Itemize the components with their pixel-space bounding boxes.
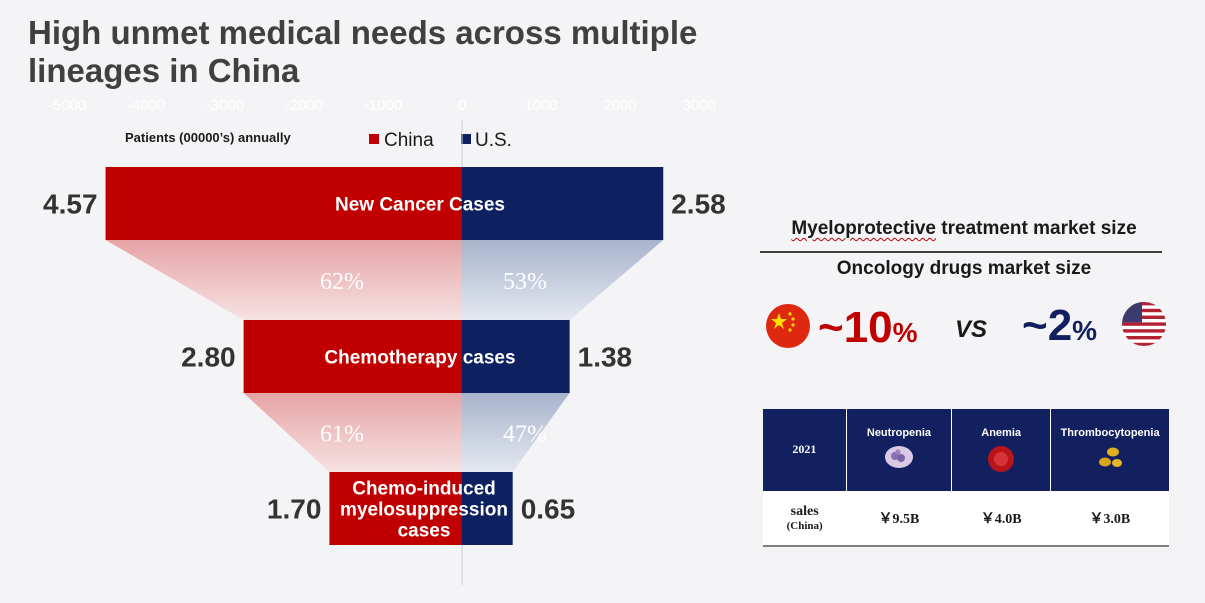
axis-label: Patients (00000’s) annually — [125, 130, 291, 145]
china-market-pct: ~10% — [818, 306, 918, 355]
page-title: High unmet medical needs across multiple… — [28, 14, 698, 89]
us-market-pct: ~2% — [1022, 304, 1097, 353]
header-thrombocytopenia: Thrombocytopenia — [1050, 409, 1169, 491]
sales-thrombocytopenia: ￥3.0B — [1050, 491, 1169, 547]
us-flag-icon — [1122, 302, 1166, 346]
sales-neutropenia: ￥9.5B — [846, 491, 952, 547]
market-title-keyword: Myeloprotective — [791, 218, 936, 239]
category-label: myelosuppression — [340, 500, 508, 521]
header-thrombocytopenia-label: Thrombocytopenia — [1060, 427, 1160, 439]
axis-tick-label: -2000 — [285, 97, 323, 114]
red-blood-cell-icon — [988, 446, 1015, 472]
sales-anemia: ￥4.0B — [951, 491, 1051, 547]
us-value-label: 0.65 — [521, 494, 576, 525]
us-pct-unit: % — [1072, 315, 1098, 346]
market-subtitle: Oncology drugs market size — [836, 258, 1092, 279]
axis-tick-label: -1000 — [364, 97, 402, 114]
table-year: 2021 — [763, 409, 847, 491]
row-label: sales (China) — [763, 491, 847, 547]
us-bar — [462, 167, 664, 240]
table-header-row: 2021 Neutropenia Anemia Thrombocytopenia — [763, 409, 1169, 491]
market-title-rest: treatment market size — [936, 218, 1137, 239]
sales-table: 2021 Neutropenia Anemia Thrombocytopenia — [763, 409, 1169, 547]
china-conversion-band — [105, 240, 462, 320]
axis-tick-label: 3000 — [682, 97, 715, 114]
row-label-sub: (China) — [786, 520, 823, 532]
legend-swatch-china — [369, 134, 379, 144]
china-bar — [243, 320, 462, 393]
china-pct-value: ~10 — [818, 303, 893, 352]
header-neutropenia: Neutropenia — [846, 409, 953, 491]
us-pct-value: ~2 — [1022, 301, 1073, 350]
us-conversion-band — [462, 393, 570, 472]
header-anemia: Anemia — [951, 409, 1052, 491]
funnel-chart: -5000-4000-3000-2000-1000010002000300040… — [43, 97, 726, 585]
legend-china: China — [384, 130, 434, 151]
axis-tick-label: 1000 — [524, 97, 557, 114]
china-value-label: 1.70 — [267, 494, 322, 525]
category-label: Chemo-induced — [352, 479, 496, 500]
category-label: Chemotherapy cases — [324, 348, 515, 369]
axis-tick-label: 0 — [458, 97, 466, 114]
axis-tick-label: 2000 — [603, 97, 636, 114]
header-anemia-label: Anemia — [981, 427, 1022, 439]
legend-swatch-us — [461, 134, 471, 144]
china-conversion-band — [243, 393, 462, 472]
china-flag-icon — [766, 304, 810, 348]
us-bar — [462, 472, 513, 545]
table-row: sales (China) ￥9.5B ￥4.0B ￥3.0B — [763, 491, 1169, 547]
us-conversion-pct: 53% — [503, 269, 547, 295]
china-bar — [105, 167, 462, 240]
header-neutropenia-label: Neutropenia — [866, 427, 932, 439]
us-conversion-band — [462, 240, 664, 320]
axis-tick-label: -3000 — [206, 97, 244, 114]
china-conversion-pct: 62% — [320, 269, 364, 295]
china-value-label: 2.80 — [181, 342, 236, 373]
us-bar — [462, 320, 570, 393]
divider — [760, 251, 1162, 253]
china-pct-unit: % — [892, 317, 918, 348]
china-bar — [329, 472, 462, 545]
china-conversion-pct: 61% — [320, 422, 364, 448]
vs-label: VS — [955, 316, 988, 343]
neutrophil-icon — [884, 446, 913, 468]
market-title: Myeloprotective treatment market size — [760, 218, 1168, 240]
axis-tick-label: -5000 — [48, 97, 86, 114]
us-value-label: 2.58 — [671, 189, 726, 220]
us-value-label: 1.38 — [578, 342, 633, 373]
legend-us: U.S. — [475, 130, 512, 151]
axis-tick-label: -4000 — [127, 97, 165, 114]
china-value-label: 4.57 — [43, 189, 98, 220]
category-label: New Cancer Cases — [335, 195, 505, 216]
us-conversion-pct: 47% — [503, 422, 547, 448]
category-label: cases — [398, 521, 451, 542]
platelet-icon — [1099, 447, 1123, 467]
row-label-main: sales — [790, 504, 819, 519]
